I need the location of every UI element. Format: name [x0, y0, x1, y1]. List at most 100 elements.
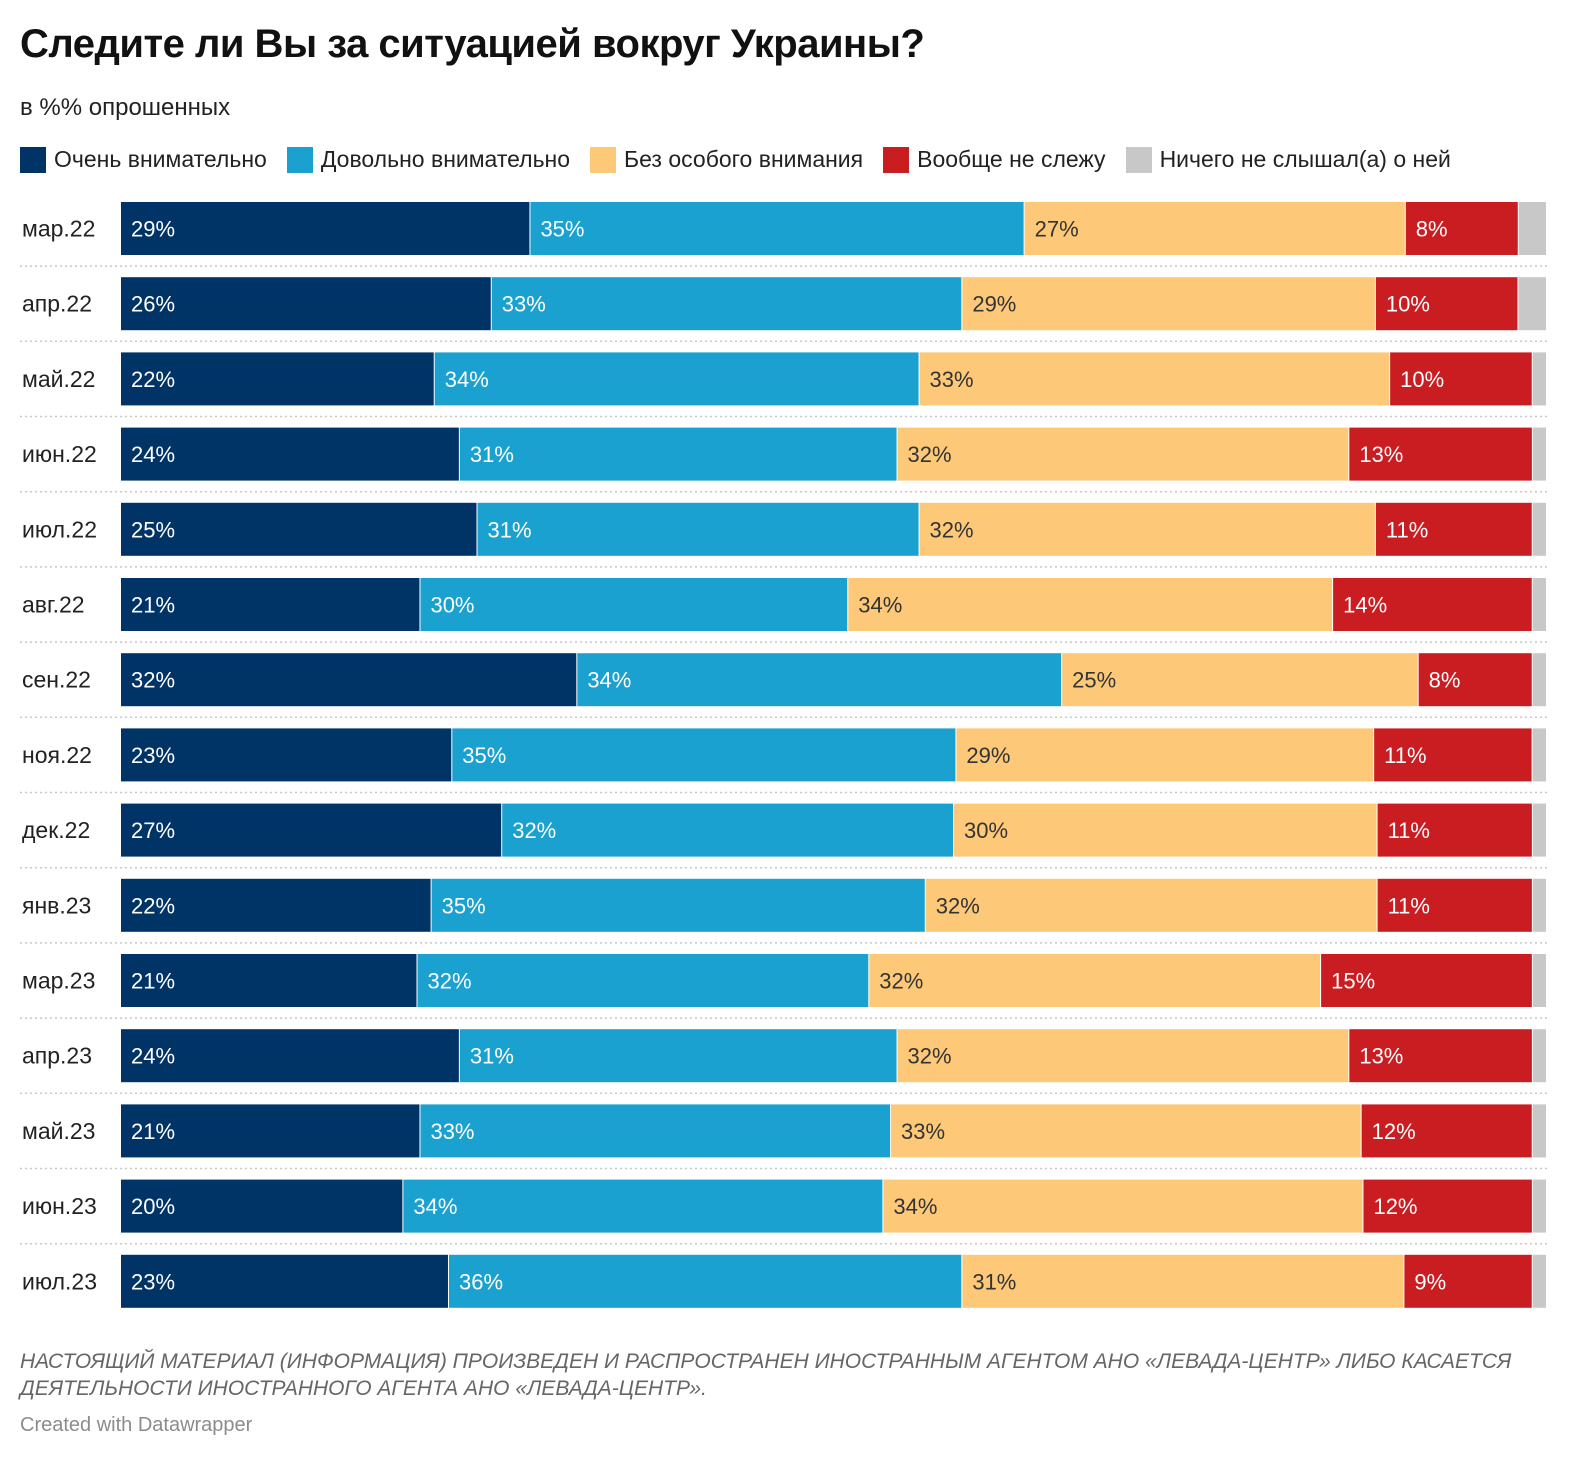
data-label: 15%	[1331, 969, 1375, 994]
data-label: 36%	[459, 1269, 503, 1294]
bar-segment	[1532, 954, 1546, 1007]
data-label: 35%	[462, 743, 506, 768]
data-label: 13%	[1359, 442, 1403, 467]
bar-segment	[1532, 578, 1546, 631]
bar-segment	[962, 277, 1375, 331]
bar-segment	[1518, 202, 1546, 255]
data-label: 9%	[1414, 1269, 1446, 1294]
bar-segment	[577, 653, 1062, 707]
bar-segment	[1321, 954, 1532, 1007]
legend-item-heard-nothing: Ничего не слышал(а) о ней	[1125, 146, 1451, 173]
legend-label: Без особого внимания	[624, 146, 864, 172]
legend-swatch	[286, 146, 313, 173]
bar-segment	[121, 277, 491, 331]
bar-segment	[448, 1254, 962, 1308]
bar-segment	[121, 502, 477, 556]
data-label: 10%	[1386, 292, 1430, 317]
data-label: 24%	[131, 1044, 175, 1069]
bar-segment	[1349, 427, 1532, 481]
bar-segment	[1532, 502, 1546, 556]
data-label: 21%	[131, 1119, 175, 1144]
data-label: 24%	[131, 442, 175, 467]
bar-segment	[956, 728, 1374, 782]
bar-segment	[1024, 202, 1405, 255]
data-label: 8%	[1429, 668, 1461, 693]
chart-title: Следите ли Вы за ситуацией вокруг Украин…	[20, 22, 925, 66]
footnote: НАСТОЯЩИЙ МАТЕРИАЛ (ИНФОРМАЦИЯ) ПРОИЗВЕД…	[20, 1350, 1512, 1400]
row-label: мар.23	[22, 968, 95, 994]
bar-segment	[1375, 277, 1518, 331]
chart-subtitle: в %% опрошенных	[20, 94, 231, 121]
data-label: 32%	[131, 668, 175, 693]
data-label: 23%	[131, 1269, 175, 1294]
bar-segment	[1532, 1029, 1546, 1083]
bar-segment	[121, 427, 459, 481]
legend-label: Довольно внимательно	[320, 146, 571, 172]
row-label: июн.23	[22, 1193, 97, 1219]
bar-segment	[1405, 202, 1518, 255]
bar-segment	[1532, 427, 1546, 481]
data-label: 35%	[442, 893, 486, 918]
bar-segment	[121, 578, 420, 631]
bar-segment	[1377, 878, 1532, 932]
data-label: 35%	[540, 217, 584, 242]
data-label: 13%	[1359, 1044, 1403, 1069]
data-label: 12%	[1372, 1119, 1416, 1144]
data-label: 11%	[1386, 517, 1428, 542]
bar-segment	[1518, 277, 1546, 331]
bar-segment	[121, 653, 577, 707]
bar-segment	[420, 1104, 891, 1158]
bar-segment	[434, 352, 919, 406]
bar-segment	[459, 1029, 897, 1083]
bar-segment	[121, 878, 431, 932]
row-label: авг.22	[22, 592, 85, 618]
bar-segment	[919, 502, 1375, 556]
bar-segment	[121, 1029, 459, 1083]
bar-segment	[121, 803, 502, 857]
bar-segment	[121, 1104, 420, 1158]
data-label: 8%	[1416, 217, 1448, 242]
data-label: 12%	[1373, 1194, 1417, 1219]
data-label: 25%	[131, 517, 175, 542]
data-label: 21%	[131, 969, 175, 994]
data-label: 30%	[964, 818, 1008, 843]
bar-segment	[420, 578, 848, 631]
data-label: 22%	[131, 893, 175, 918]
row-label: сен.22	[22, 667, 91, 693]
row-label: дек.22	[22, 817, 90, 843]
data-label: 21%	[131, 593, 175, 618]
data-label: 22%	[131, 367, 175, 392]
bar-segment	[1532, 878, 1546, 932]
data-label: 25%	[1072, 668, 1116, 693]
legend-item-fairly-attentive: Довольно внимательно	[286, 146, 571, 173]
data-label: 33%	[901, 1119, 945, 1144]
data-label: 32%	[512, 818, 556, 843]
legend: Очень внимательно Довольно внимательно Б…	[20, 146, 1471, 173]
row-label: апр.22	[22, 291, 92, 317]
row-label: янв.23	[22, 892, 91, 918]
data-label: 31%	[470, 442, 514, 467]
bar-segment	[121, 728, 452, 782]
bar-segment	[1349, 1029, 1532, 1083]
legend-item-not-following: Вообще не слежу	[883, 146, 1106, 173]
data-label: 34%	[893, 1194, 937, 1219]
bar-segment	[1532, 803, 1546, 857]
row-label: июл.23	[22, 1268, 97, 1294]
bar-segment	[1532, 653, 1546, 707]
bar-segment	[925, 878, 1377, 932]
bar-segment	[883, 1179, 1363, 1233]
bar-segment	[1532, 1104, 1546, 1158]
data-label: 31%	[470, 1044, 514, 1069]
data-label: 29%	[131, 217, 175, 242]
data-label: 34%	[858, 593, 902, 618]
bar-segment	[891, 1104, 1361, 1158]
data-label: 33%	[502, 292, 546, 317]
legend-swatch	[590, 146, 617, 173]
bar-segment	[403, 1179, 883, 1233]
data-label: 31%	[972, 1269, 1016, 1294]
bar-segment	[491, 277, 962, 331]
bar-segment	[954, 803, 1377, 857]
bar-segment	[1062, 653, 1418, 707]
credit: Created with Datawrapper	[20, 1414, 253, 1436]
bar-segment	[1361, 1104, 1532, 1158]
